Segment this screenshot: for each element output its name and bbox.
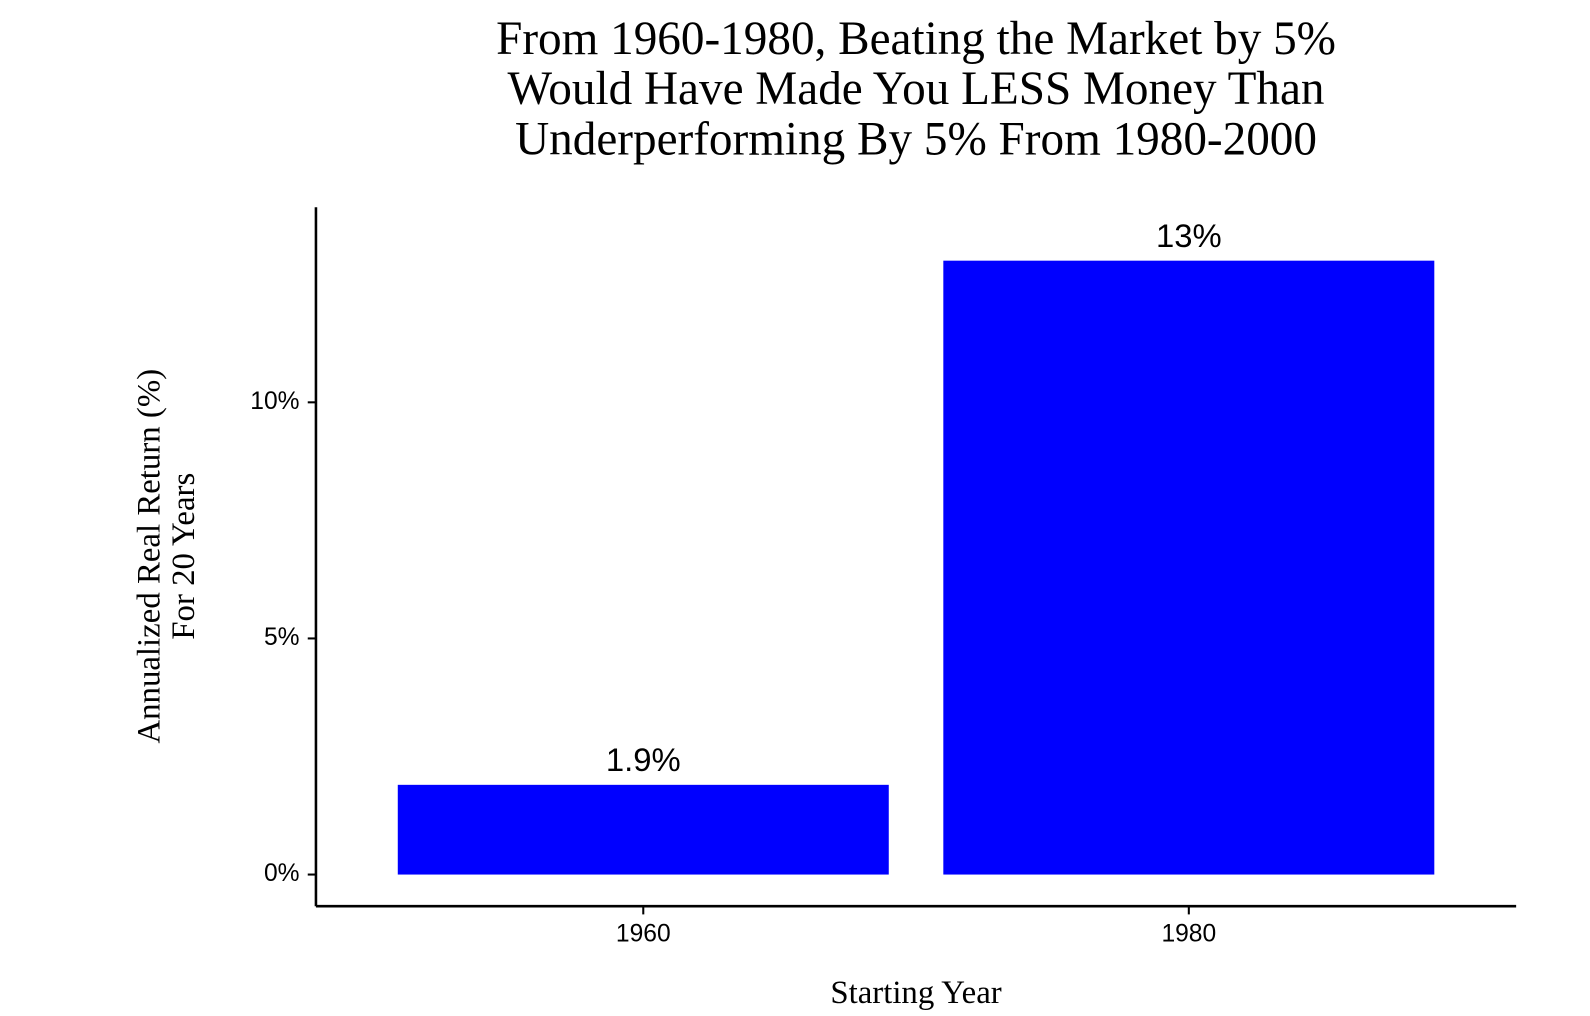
data-label: 13%	[1156, 217, 1222, 254]
chart-title: Underperforming By 5% From 1980-2000	[515, 113, 1317, 165]
bar	[943, 260, 1435, 875]
x-tick-label: 1960	[616, 920, 671, 947]
y-tick-label: 0%	[264, 860, 300, 887]
x-tick-label: 1980	[1161, 920, 1216, 947]
chart-title: Would Have Made You LESS Money Than	[508, 63, 1325, 115]
y-tick-label: 10%	[250, 388, 299, 415]
x-axis-title: Starting Year	[830, 975, 1001, 1011]
y-axis-title: For 20 Years	[166, 473, 202, 640]
y-tick-label: 5%	[264, 624, 300, 651]
bar	[397, 784, 889, 875]
chart-title: From 1960-1980, Beating the Market by 5%	[496, 13, 1336, 65]
data-label: 1.9%	[606, 741, 681, 778]
y-axis-title: Annualized Real Return (%)	[131, 369, 167, 744]
